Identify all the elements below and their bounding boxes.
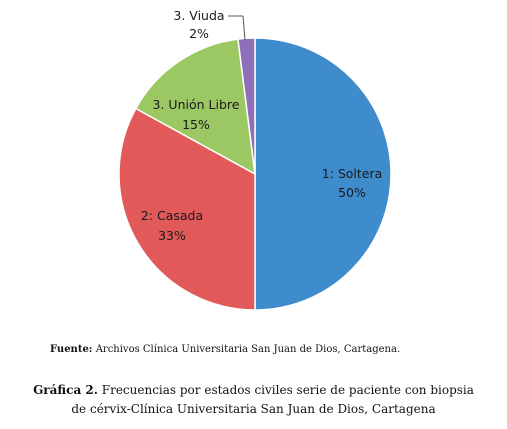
slice-pct-casada: 33% bbox=[158, 228, 186, 243]
caption-text-1: Frecuencias por estados civiles serie de… bbox=[101, 383, 474, 397]
caption-line-1: Gráfica 2. Frecuencias por estados civil… bbox=[0, 381, 507, 400]
slice-pct-viuda: 2% bbox=[189, 26, 209, 41]
caption-label: Gráfica 2. bbox=[33, 383, 98, 397]
source-text: Archivos Clínica Universitaria San Juan … bbox=[95, 344, 401, 355]
slice-pct-soltera: 50% bbox=[338, 185, 366, 200]
pie-slice-viuda bbox=[237, 37, 256, 175]
caption-line-2: de cérvix-Clínica Universitaria San Juan… bbox=[71, 402, 436, 416]
figure-caption: Gráfica 2. Frecuencias por estados civil… bbox=[0, 381, 507, 419]
source-label: Fuente: bbox=[50, 344, 93, 355]
pie-labels: 1: Soltera 50% 2: Casada 33% 3. Unión Li… bbox=[141, 8, 382, 243]
pie-chart: 1: Soltera 50% 2: Casada 33% 3. Unión Li… bbox=[118, 8, 392, 311]
pie-slice-union-libre bbox=[134, 38, 256, 176]
source-note: Fuente: Archivos Clínica Universitaria S… bbox=[50, 344, 400, 355]
slice-label-union-libre: 3. Unión Libre bbox=[153, 97, 240, 112]
slice-label-casada: 2: Casada bbox=[141, 208, 203, 223]
pie-slices bbox=[118, 37, 392, 311]
viuda-leader-line-drop bbox=[242, 15, 246, 41]
pie-slice-casada bbox=[118, 107, 256, 311]
pie-slice-soltera bbox=[254, 37, 392, 311]
slice-label-soltera: 1: Soltera bbox=[322, 166, 383, 181]
slice-pct-union-libre: 15% bbox=[182, 117, 210, 132]
slice-label-viuda: 3. Viuda bbox=[173, 8, 224, 23]
